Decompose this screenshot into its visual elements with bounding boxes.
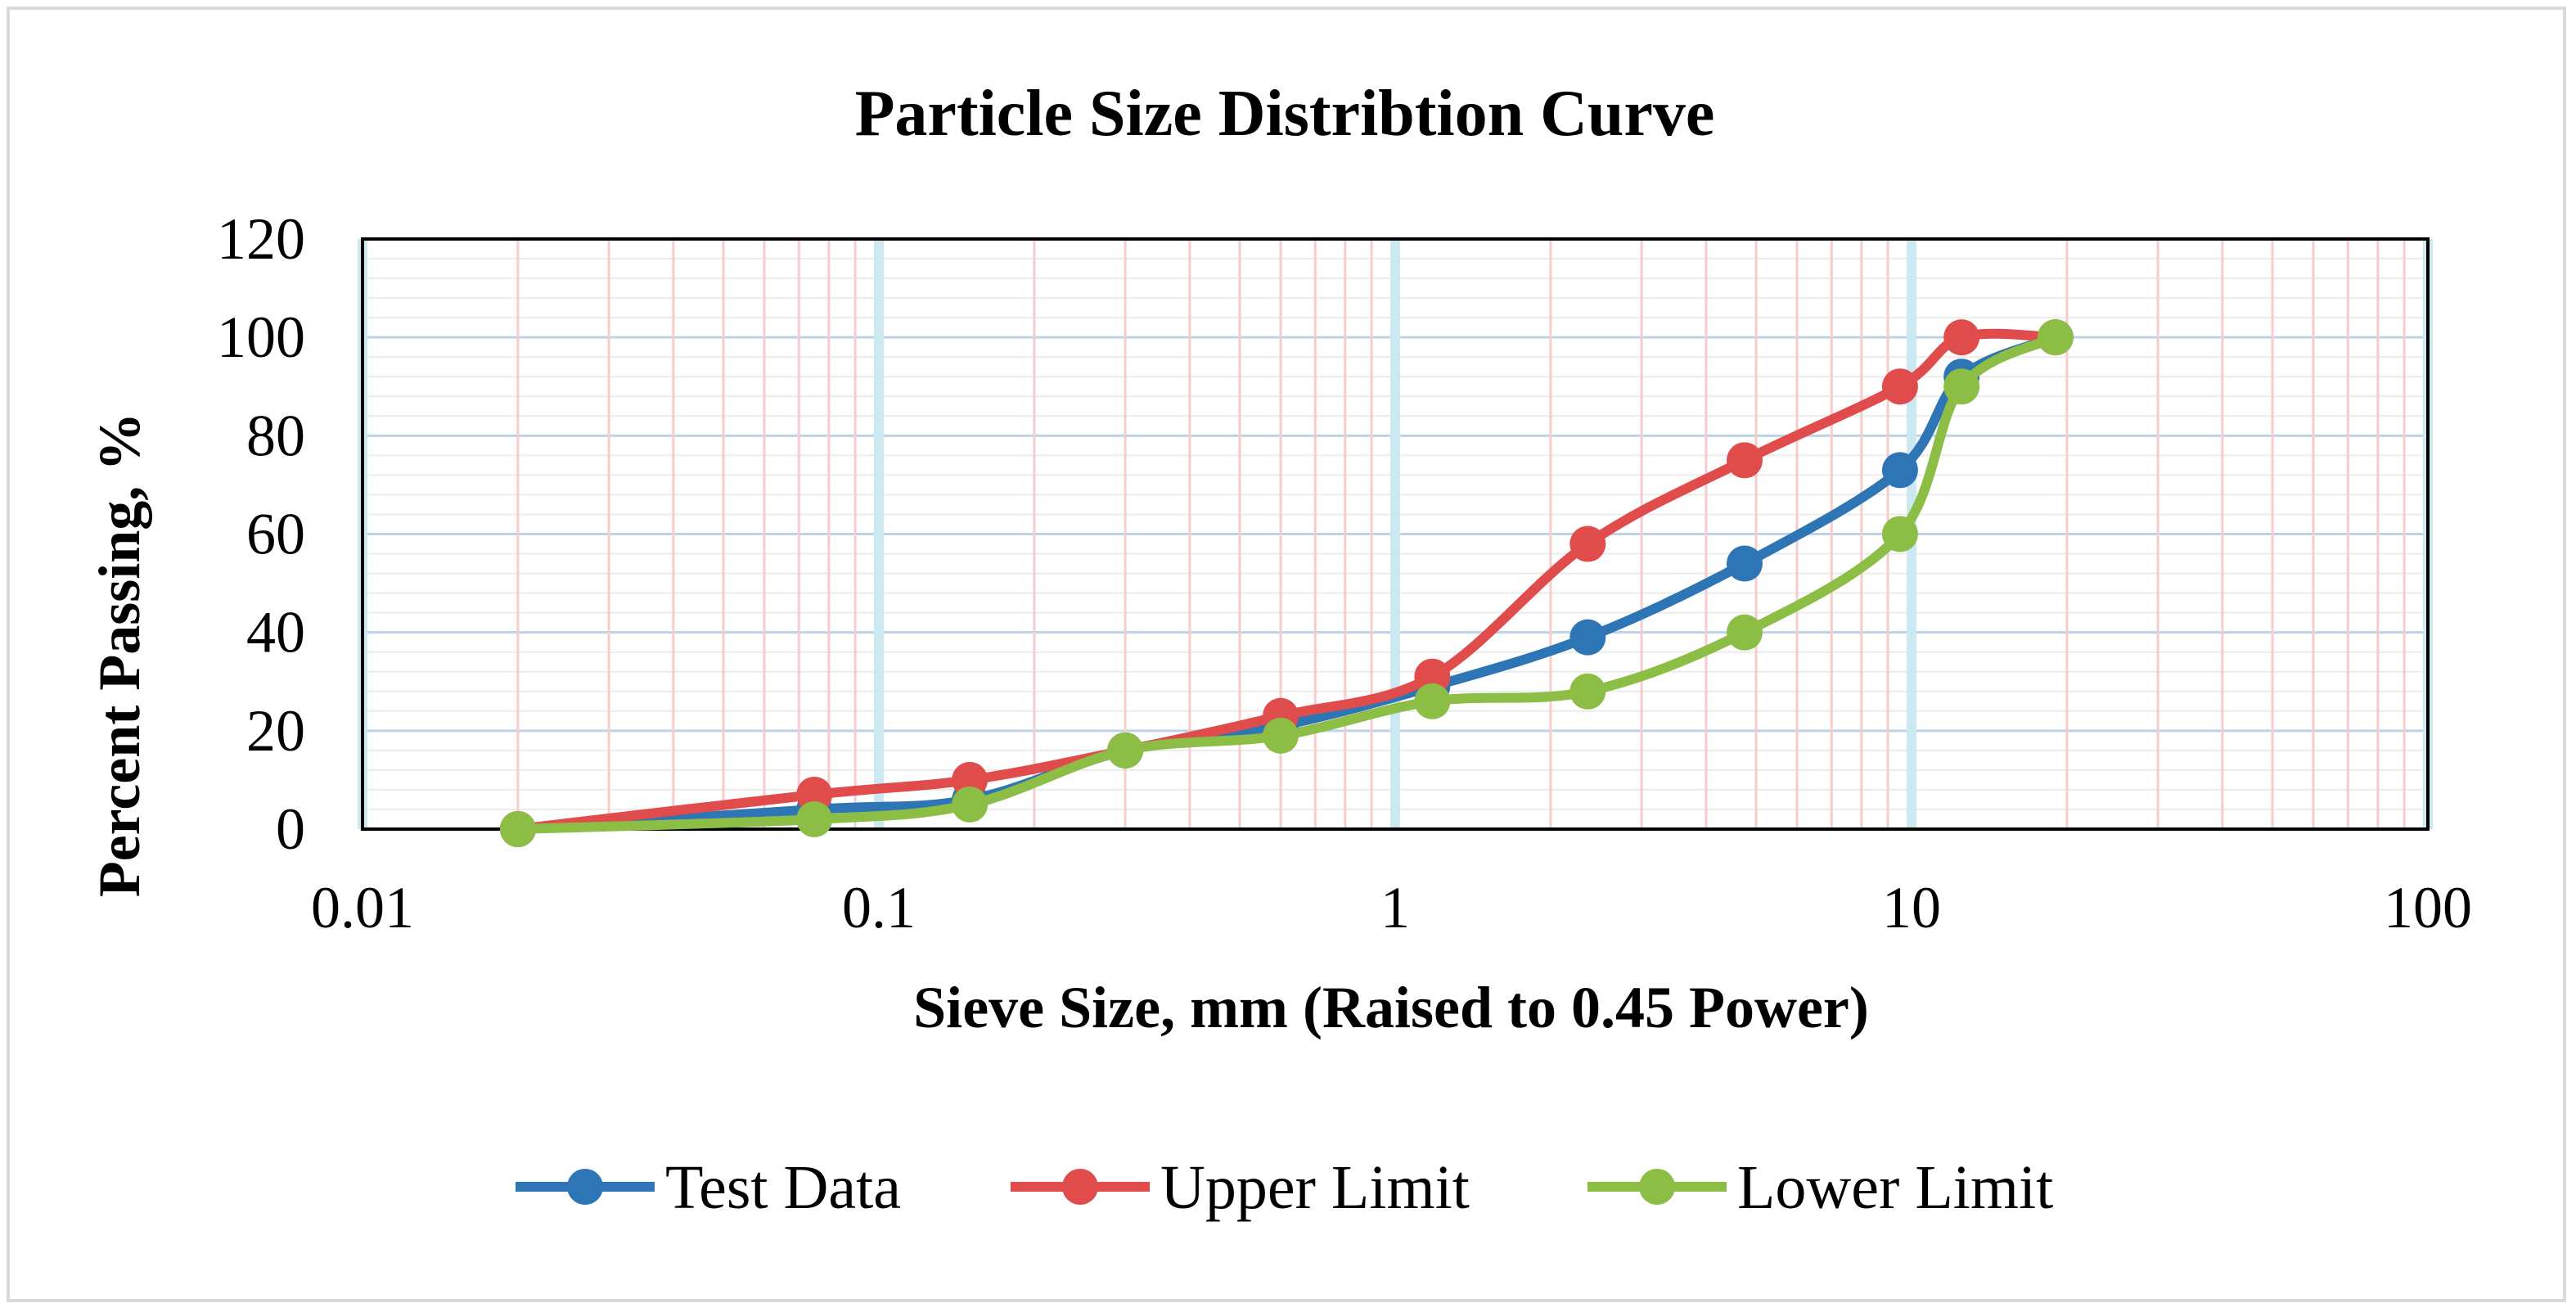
data-point-lower-limit	[2037, 319, 2074, 356]
legend-item-upper-limit: Upper Limit	[1011, 1153, 1470, 1222]
legend-marker	[1062, 1169, 1098, 1205]
data-point-upper-limit	[1569, 525, 1606, 562]
legend-label: Lower Limit	[1737, 1153, 2053, 1222]
data-point-test-data	[1569, 619, 1606, 656]
data-point-lower-limit	[1881, 516, 1918, 552]
x-tick-label: 1	[1380, 875, 1410, 940]
x-tick-label: 100	[2384, 875, 2472, 940]
y-tick-label: 0	[276, 796, 305, 862]
legend-marker	[1639, 1169, 1675, 1205]
x-axis-title: Sieve Size, mm (Raised to 0.45 Power)	[913, 975, 1869, 1040]
data-point-upper-limit	[1943, 319, 1980, 356]
data-point-lower-limit	[1107, 732, 1144, 769]
legend-item-test-data: Test Data	[516, 1153, 901, 1222]
plot-border	[361, 237, 2430, 831]
series-line-lower-limit	[512, 332, 2060, 834]
data-point-lower-limit	[1414, 683, 1451, 719]
legend-label: Test Data	[665, 1153, 901, 1222]
y-tick-label: 120	[217, 206, 305, 272]
data-point-lower-limit	[1943, 368, 1980, 405]
data-point-upper-limit	[1726, 442, 1763, 479]
chart-title: Particle Size Distribtion Curve	[855, 78, 1715, 150]
data-point-test-data	[1726, 545, 1763, 582]
legend-marker	[567, 1169, 603, 1205]
y-tick-label: 40	[246, 600, 305, 665]
data-point-test-data	[1881, 452, 1918, 489]
data-point-lower-limit	[796, 800, 833, 837]
y-tick-label: 20	[246, 698, 305, 764]
x-tick-label: 10	[1882, 875, 1941, 940]
y-axis-title: Percent Passing, %	[87, 413, 152, 898]
tick-labels: 0 20 40 60 80 100 120 0.01 0.1 1 10 100	[217, 206, 2472, 940]
chart-frame	[7, 7, 2566, 1302]
series	[499, 319, 2074, 847]
data-point-lower-limit	[952, 786, 989, 823]
series-line-upper-limit	[512, 328, 2060, 834]
legend-label: Upper Limit	[1160, 1153, 1470, 1222]
y-tick-label: 100	[217, 304, 305, 370]
data-point-lower-limit	[1263, 717, 1299, 754]
y-tick-label: 80	[246, 403, 305, 468]
data-point-upper-limit	[1881, 368, 1918, 405]
series-lower-limit	[499, 319, 2074, 847]
grid	[358, 237, 2433, 831]
data-point-lower-limit	[1569, 673, 1606, 710]
x-tick-label: 0.01	[311, 875, 414, 940]
legend: Test Data Upper Limit Lower Limit	[516, 1153, 2053, 1222]
legend-item-lower-limit: Lower Limit	[1587, 1153, 2053, 1222]
y-tick-label: 60	[246, 502, 305, 567]
data-point-lower-limit	[499, 811, 536, 847]
series-line-test-data	[512, 332, 2060, 834]
x-tick-label: 0.1	[842, 875, 916, 940]
data-point-lower-limit	[1726, 614, 1763, 651]
